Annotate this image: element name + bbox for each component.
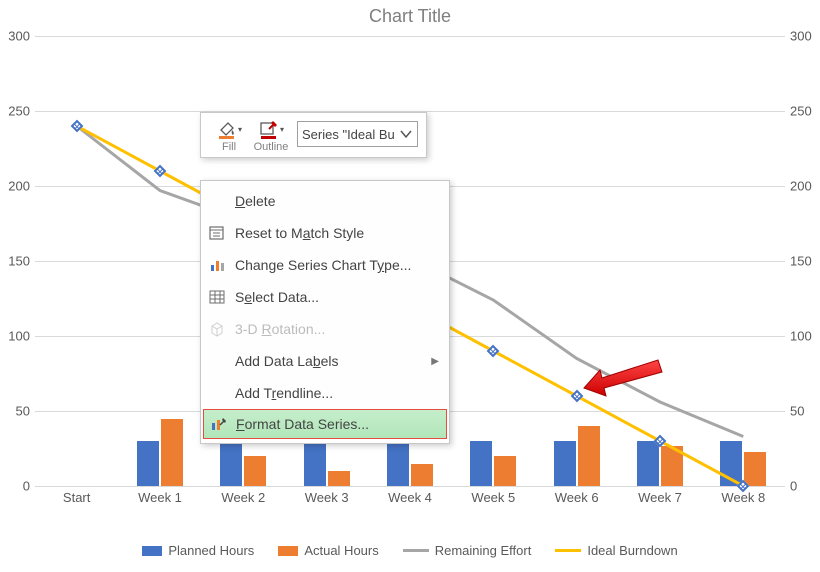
legend-swatch	[142, 546, 162, 556]
y-axis-label-right: 100	[790, 329, 820, 344]
context-menu: Delete Reset to Match Style Change Series …	[200, 180, 450, 444]
y-axis-label-left: 50	[0, 404, 30, 419]
y-axis-label-left: 150	[0, 254, 30, 269]
y-axis-label-left: 100	[0, 329, 30, 344]
outline-button[interactable]: ▾ Outline	[251, 119, 291, 153]
fill-button[interactable]: ▾ Fill	[209, 119, 249, 153]
series-select[interactable]: Series "Ideal Bu	[297, 121, 418, 147]
gridline	[35, 486, 785, 487]
mini-toolbar: ▾ Fill ▾ Outline Series "Ideal Bu	[200, 112, 427, 158]
bar-planned[interactable]	[220, 441, 242, 486]
x-axis-label: Week 8	[721, 490, 765, 505]
series-marker[interactable]	[70, 120, 83, 133]
y-axis-label-left: 200	[0, 179, 30, 194]
bar-actual[interactable]	[744, 452, 766, 487]
y-axis-label-right: 0	[790, 479, 820, 494]
menu-item-label: Format Data Series...	[236, 416, 369, 432]
menu-item-label: Delete	[235, 193, 275, 209]
y-axis-label-left: 300	[0, 29, 30, 44]
menu-item-rotation: 3-D Rotation...	[201, 313, 449, 345]
icon-slot	[207, 383, 227, 403]
legend-label: Ideal Burndown	[587, 543, 677, 558]
bar-actual[interactable]	[161, 419, 183, 487]
bar-planned[interactable]	[470, 441, 492, 486]
bar-actual[interactable]	[328, 471, 350, 486]
y-axis-label-right: 300	[790, 29, 820, 44]
format-icon	[208, 414, 228, 434]
chevron-down-icon	[399, 127, 413, 141]
data-icon	[207, 287, 227, 307]
y-axis-label-right: 250	[790, 104, 820, 119]
y-axis-label-left: 250	[0, 104, 30, 119]
dropdown-caret-icon: ▾	[280, 125, 284, 134]
menu-item-reset[interactable]: Reset to Match Style	[201, 217, 449, 249]
bar-actual[interactable]	[494, 456, 516, 486]
menu-item-labels[interactable]: Add Data Labels ▶	[201, 345, 449, 377]
annotation-arrow	[580, 358, 670, 401]
bar-planned[interactable]	[554, 441, 576, 486]
bar-actual[interactable]	[578, 426, 600, 486]
menu-item-label: Add Data Labels	[235, 353, 339, 369]
menu-item-format[interactable]: Format Data Series...	[203, 409, 447, 439]
fill-icon	[216, 119, 236, 139]
icon-slot	[207, 191, 227, 211]
bar-planned[interactable]	[387, 441, 409, 486]
outline-icon	[258, 119, 278, 139]
bar-planned[interactable]	[637, 441, 659, 486]
legend-swatch	[403, 549, 429, 552]
x-axis-label: Week 4	[388, 490, 432, 505]
menu-item-select[interactable]: Select Data...	[201, 281, 449, 313]
legend-swatch	[555, 549, 581, 552]
cube-icon	[207, 319, 227, 339]
menu-item-delete[interactable]: Delete	[201, 185, 449, 217]
bar-actual[interactable]	[661, 446, 683, 487]
x-axis-label: Week 3	[305, 490, 349, 505]
x-axis-label: Week 2	[221, 490, 265, 505]
series-select-value: Series "Ideal Bu	[302, 127, 395, 142]
x-axis-label: Week 6	[555, 490, 599, 505]
bar-actual[interactable]	[244, 456, 266, 486]
legend-item-actual: Actual Hours	[278, 543, 378, 558]
submenu-arrow-icon: ▶	[431, 356, 439, 367]
menu-item-label: 3-D Rotation...	[235, 321, 325, 337]
menu-item-trendline[interactable]: Add Trendline...	[201, 377, 449, 409]
y-axis-label-left: 0	[0, 479, 30, 494]
legend-item-planned: Planned Hours	[142, 543, 254, 558]
legend-label: Planned Hours	[168, 543, 254, 558]
series-marker[interactable]	[154, 165, 167, 178]
menu-item-label: Reset to Match Style	[235, 225, 364, 241]
bar-planned[interactable]	[720, 441, 742, 486]
bar-planned[interactable]	[137, 441, 159, 486]
legend-label: Remaining Effort	[435, 543, 532, 558]
bar-planned[interactable]	[304, 441, 326, 486]
gridline	[35, 36, 785, 37]
y-axis-label-right: 150	[790, 254, 820, 269]
legend: Planned Hours Actual Hours Remaining Eff…	[0, 543, 820, 558]
legend-swatch	[278, 546, 298, 556]
bar-actual[interactable]	[411, 464, 433, 487]
outline-label: Outline	[254, 141, 289, 153]
y-axis-label-right: 200	[790, 179, 820, 194]
chart-title: Chart Title	[0, 6, 820, 27]
x-axis-label: Week 5	[471, 490, 515, 505]
fill-label: Fill	[222, 141, 236, 153]
menu-item-label: Select Data...	[235, 289, 319, 305]
x-axis-label: Week 1	[138, 490, 182, 505]
icon-slot	[207, 351, 227, 371]
series-marker[interactable]	[487, 345, 500, 358]
legend-item-ideal: Ideal Burndown	[555, 543, 677, 558]
menu-item-change[interactable]: Change Series Chart Type...	[201, 249, 449, 281]
legend-item-remaining: Remaining Effort	[403, 543, 532, 558]
legend-label: Actual Hours	[304, 543, 378, 558]
reset-icon	[207, 223, 227, 243]
menu-item-label: Add Trendline...	[235, 385, 333, 401]
x-axis-label: Start	[63, 490, 90, 505]
x-axis-label: Week 7	[638, 490, 682, 505]
dropdown-caret-icon: ▾	[238, 125, 242, 134]
y-axis-label-right: 50	[790, 404, 820, 419]
menu-item-label: Change Series Chart Type...	[235, 257, 411, 273]
chart-icon	[207, 255, 227, 275]
